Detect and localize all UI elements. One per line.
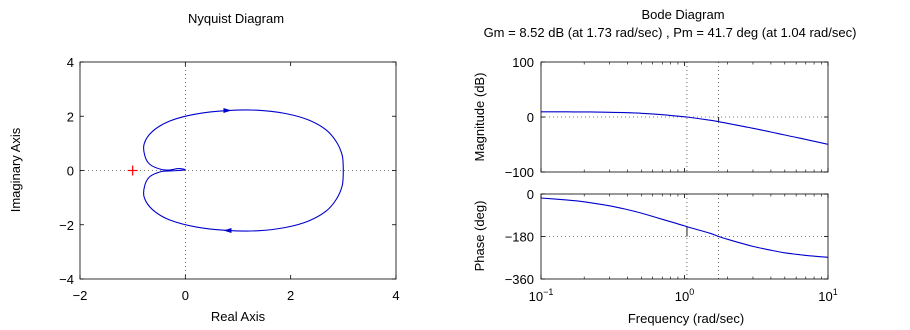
nyquist-x-tick-label: 4 [392, 288, 399, 303]
critical-point-marker [127, 165, 138, 176]
nyquist-y-tick-label: −2 [59, 218, 74, 233]
nyquist-arrow-bottom [223, 227, 232, 233]
phase-y-tick-label: 0 [527, 187, 534, 202]
phase-grid [541, 194, 828, 279]
nyquist-y-tick-label: 0 [67, 164, 74, 179]
bode-panel: Bode Diagram Gm = 8.52 dB (at 1.73 rad/s… [472, 7, 856, 326]
nyquist-y-label: Imaginary Axis [8, 127, 23, 212]
frequency-tick-label: 10−1 [529, 287, 554, 304]
phase-y-tick-label: −360 [505, 272, 534, 287]
bode-margins-subtitle: Gm = 8.52 dB (at 1.73 rad/sec) , Pm = 41… [484, 25, 857, 40]
magnitude-y-tick-label: 100 [512, 55, 534, 70]
bode-title: Bode Diagram [641, 7, 724, 22]
nyquist-x-tick-label: 2 [287, 288, 294, 303]
phase-y-tick-label: −180 [505, 230, 534, 245]
frequency-x-label: Frequency (rad/sec) [628, 311, 744, 326]
magnitude-y-tick-label: −100 [505, 165, 534, 180]
nyquist-x-label: Real Axis [211, 309, 266, 324]
nyquist-direction-arrows [223, 108, 232, 233]
magnitude-ticks: 100 0 −100 [505, 55, 829, 180]
nyquist-y-tick-label: −4 [59, 272, 74, 287]
nyquist-title: Nyquist Diagram [188, 11, 284, 26]
magnitude-grid [541, 62, 828, 172]
nyquist-y-tick-label: 4 [67, 55, 74, 70]
magnitude-y-tick-label: 0 [527, 110, 534, 125]
nyquist-curve [143, 109, 344, 232]
magnitude-y-label: Magnitude (dB) [472, 73, 487, 162]
magnitude-curve [541, 111, 829, 145]
phase-curve [540, 197, 829, 258]
nyquist-x-tick-label: 0 [182, 288, 189, 303]
nyquist-x-tick-label: −2 [73, 288, 88, 303]
frequency-tick-label: 100 [675, 287, 694, 304]
nyquist-y-tick-label: 2 [67, 109, 74, 124]
frequency-tick-label: 101 [818, 287, 837, 304]
phase-y-label: Phase (deg) [472, 201, 487, 272]
phase-frame [540, 193, 829, 280]
nyquist-grid [80, 62, 396, 279]
nyquist-arrow-top [223, 108, 232, 114]
